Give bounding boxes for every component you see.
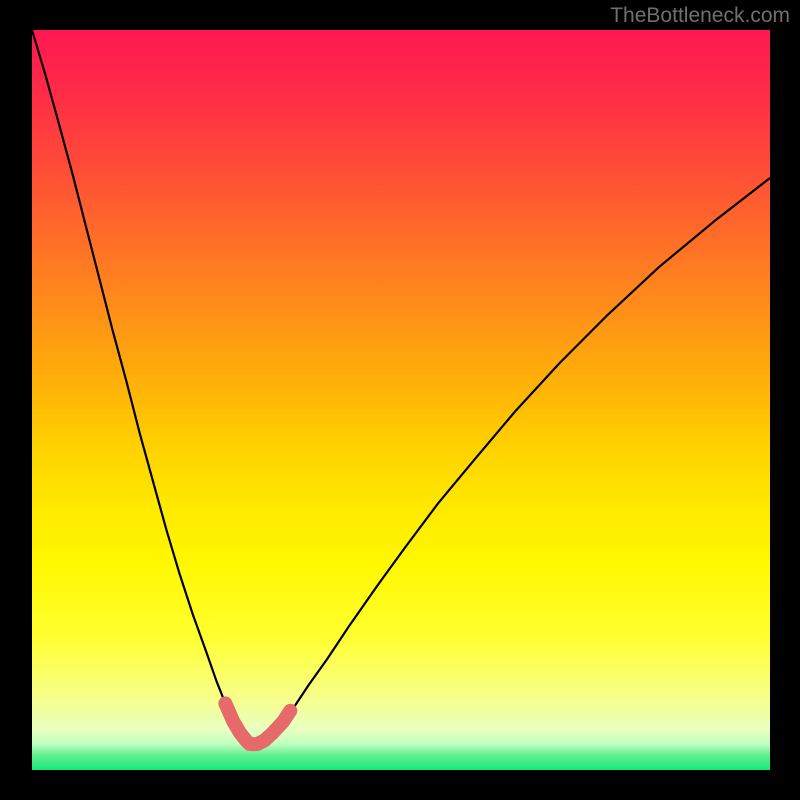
plot-svg <box>32 30 770 770</box>
plot-area <box>32 30 770 770</box>
chart-container: TheBottleneck.com <box>0 0 800 800</box>
watermark-text: TheBottleneck.com <box>610 4 790 28</box>
gradient-background <box>32 30 770 770</box>
